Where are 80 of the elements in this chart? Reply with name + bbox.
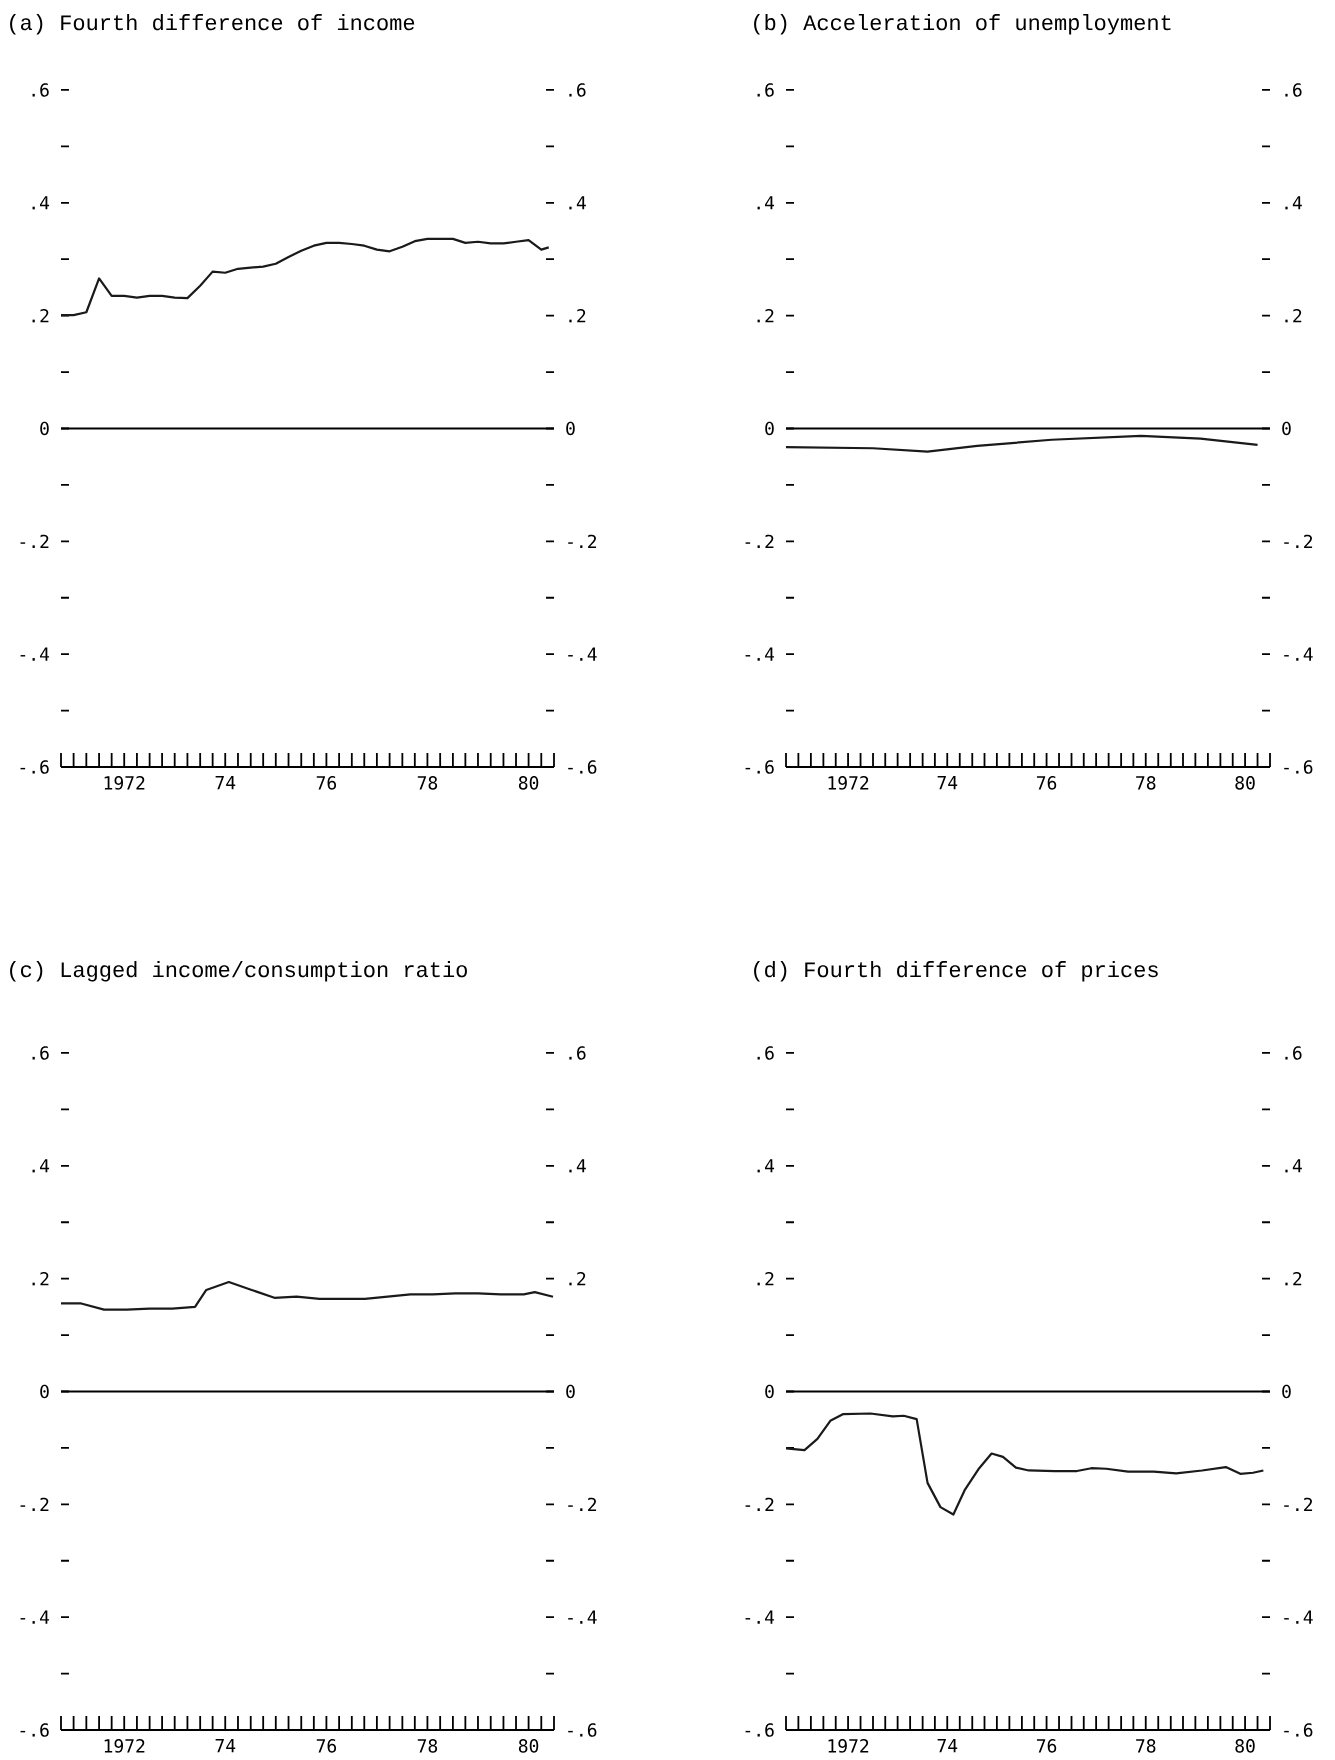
x-tick-label: 78 xyxy=(1136,1739,1156,1753)
y-tick-label: .6 xyxy=(32,1046,49,1060)
x-tick-label: 1972 xyxy=(828,1739,869,1753)
y2-tick-label: -.6 xyxy=(568,760,597,774)
x-tick-label: 78 xyxy=(417,776,438,790)
y2-tick-label: -.6 xyxy=(1284,1723,1313,1737)
y2-tick-label: .2 xyxy=(1285,1271,1302,1286)
y-tick-label: -.2 xyxy=(20,534,49,548)
x-tick-label: 1972 xyxy=(828,776,869,790)
y-tick-label: -.6 xyxy=(20,760,49,774)
y-tick-label: .4 xyxy=(757,1159,775,1173)
y2-tick-label: 0 xyxy=(1282,421,1291,436)
y-tick-label: -.6 xyxy=(745,760,774,774)
x-tick-label: 76 xyxy=(316,776,337,790)
y2-tick-label: -.2 xyxy=(1284,1497,1313,1511)
y2-tick-label: -.6 xyxy=(568,1723,597,1737)
x-tick-label: 80 xyxy=(518,1739,539,1753)
y-tick-label: -.4 xyxy=(20,1610,50,1624)
x-tick-label: 1972 xyxy=(104,776,145,790)
y2-tick-label: .2 xyxy=(569,1271,586,1286)
y-tick-label: .2 xyxy=(757,308,774,323)
y-tick-label: .4 xyxy=(757,196,775,210)
y-tick-label: .2 xyxy=(32,308,49,323)
x-tick-label: 74 xyxy=(937,1739,958,1753)
y2-tick-label: .6 xyxy=(569,1046,586,1060)
y-tick-label: .2 xyxy=(32,1271,49,1286)
x-tick-label: 74 xyxy=(215,1739,236,1753)
x-tick-label: 74 xyxy=(215,776,236,790)
y2-tick-label: .6 xyxy=(1285,83,1302,97)
x-tick-label: 76 xyxy=(1036,1739,1057,1753)
x-tick-label: 76 xyxy=(1036,776,1057,790)
y-tick-label: -.2 xyxy=(20,1497,49,1511)
y-tick-label: -.6 xyxy=(20,1723,49,1737)
y2-tick-label: .6 xyxy=(1285,1046,1302,1060)
chart-title: (d) Fourth difference of prices xyxy=(754,961,1158,982)
y-tick-label: -.2 xyxy=(745,534,774,548)
x-tick-label: 1972 xyxy=(104,1739,145,1753)
y2-tick-label: -.4 xyxy=(1284,647,1313,661)
chart-title: (a) Fourth difference of income xyxy=(10,14,415,35)
y-tick-label: 0 xyxy=(765,1384,774,1399)
y2-tick-label: -.4 xyxy=(568,647,597,661)
chart-title: (b) Acceleration of unemployment xyxy=(754,14,1171,35)
y-tick-label: -.4 xyxy=(745,647,775,661)
y2-tick-label: -.2 xyxy=(1284,534,1313,548)
y-tick-label: .4 xyxy=(32,1159,50,1173)
y2-tick-label: 0 xyxy=(566,1384,575,1399)
x-tick-label: 78 xyxy=(1136,776,1156,790)
y-tick-label: 0 xyxy=(765,421,774,436)
y2-tick-label: 0 xyxy=(566,421,575,436)
y2-tick-label: .6 xyxy=(569,83,586,97)
y2-tick-label: .2 xyxy=(569,308,586,323)
y2-tick-label: -.4 xyxy=(1284,1610,1313,1624)
y-tick-label: .6 xyxy=(32,83,49,97)
y-tick-label: .2 xyxy=(757,1271,774,1286)
x-tick-label: 78 xyxy=(417,1739,438,1753)
y-tick-label: .6 xyxy=(757,83,774,97)
y-tick-label: -.4 xyxy=(20,647,50,661)
y2-tick-label: .4 xyxy=(1285,196,1302,210)
y2-tick-label: 0 xyxy=(1282,1384,1291,1399)
y-tick-label: -.6 xyxy=(745,1723,774,1737)
y-tick-label: 0 xyxy=(40,421,49,436)
x-tick-label: 76 xyxy=(316,1739,337,1753)
x-tick-label: 80 xyxy=(1235,776,1255,790)
y-tick-label: .6 xyxy=(757,1046,774,1060)
x-tick-label: 80 xyxy=(1235,1739,1255,1753)
y-tick-label: -.2 xyxy=(745,1497,774,1511)
y-tick-label: 0 xyxy=(40,1384,49,1399)
y-tick-label: -.4 xyxy=(745,1610,775,1624)
x-tick-label: 80 xyxy=(518,776,539,790)
x-tick-label: 74 xyxy=(937,776,958,790)
y-tick-label: .4 xyxy=(32,196,50,210)
y2-tick-label: .4 xyxy=(569,1159,586,1173)
chart-title: (c) Lagged income/consumption ratio xyxy=(10,961,467,982)
y2-tick-label: .4 xyxy=(1285,1159,1302,1173)
y2-tick-label: -.6 xyxy=(1284,760,1313,774)
y2-tick-label: .4 xyxy=(569,196,586,210)
y2-tick-label: -.2 xyxy=(568,1497,597,1511)
y2-tick-label: -.4 xyxy=(568,1610,597,1624)
y2-tick-label: -.2 xyxy=(568,534,597,548)
y2-tick-label: .2 xyxy=(1285,308,1302,323)
